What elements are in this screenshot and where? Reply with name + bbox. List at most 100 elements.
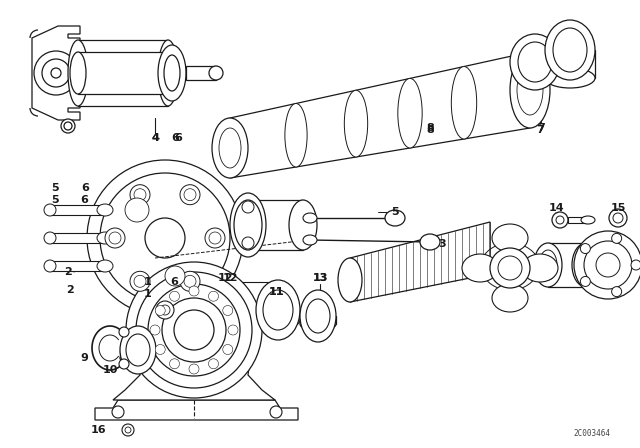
- Circle shape: [122, 424, 134, 436]
- Text: 12: 12: [222, 273, 237, 283]
- Circle shape: [170, 359, 179, 369]
- Ellipse shape: [303, 235, 317, 245]
- Circle shape: [64, 122, 72, 130]
- Text: 14: 14: [548, 203, 564, 213]
- Ellipse shape: [581, 216, 595, 224]
- Ellipse shape: [451, 66, 477, 139]
- Ellipse shape: [70, 52, 86, 94]
- Circle shape: [119, 327, 129, 337]
- Ellipse shape: [572, 243, 600, 287]
- Circle shape: [580, 244, 590, 254]
- Circle shape: [44, 260, 56, 272]
- Circle shape: [170, 291, 179, 301]
- Circle shape: [162, 298, 226, 362]
- Ellipse shape: [534, 243, 562, 287]
- Ellipse shape: [164, 55, 180, 91]
- Ellipse shape: [545, 20, 595, 80]
- Bar: [186, 66, 216, 80]
- Circle shape: [189, 286, 199, 296]
- Text: 6: 6: [170, 277, 178, 287]
- Text: 6: 6: [171, 133, 179, 143]
- Ellipse shape: [398, 78, 422, 148]
- Text: 10: 10: [102, 365, 118, 375]
- Text: 11: 11: [268, 287, 284, 297]
- Ellipse shape: [300, 290, 336, 342]
- Circle shape: [574, 231, 640, 299]
- Polygon shape: [95, 400, 298, 420]
- Circle shape: [209, 359, 218, 369]
- Circle shape: [145, 218, 185, 258]
- Text: 5: 5: [391, 207, 399, 217]
- Text: 1: 1: [144, 289, 152, 299]
- Circle shape: [552, 212, 568, 228]
- Polygon shape: [230, 52, 530, 178]
- Ellipse shape: [492, 224, 528, 252]
- Circle shape: [150, 325, 160, 335]
- Ellipse shape: [68, 40, 88, 106]
- Circle shape: [580, 276, 590, 286]
- Ellipse shape: [303, 213, 317, 223]
- Polygon shape: [113, 360, 275, 400]
- Circle shape: [184, 189, 196, 201]
- Text: 1: 1: [144, 277, 152, 287]
- Circle shape: [180, 271, 200, 291]
- Text: 2: 2: [64, 267, 72, 277]
- Circle shape: [174, 310, 214, 350]
- Ellipse shape: [212, 118, 248, 178]
- Circle shape: [556, 216, 564, 224]
- Bar: [548, 243, 586, 287]
- Ellipse shape: [462, 254, 498, 282]
- Ellipse shape: [338, 258, 362, 302]
- Circle shape: [100, 173, 230, 303]
- Circle shape: [180, 185, 200, 205]
- Circle shape: [51, 68, 61, 78]
- Circle shape: [34, 51, 78, 95]
- Circle shape: [596, 253, 620, 277]
- Ellipse shape: [120, 351, 156, 365]
- Text: 2: 2: [66, 285, 74, 295]
- Circle shape: [130, 271, 150, 291]
- Circle shape: [160, 305, 170, 315]
- Circle shape: [270, 406, 282, 418]
- Text: 15: 15: [611, 203, 626, 213]
- Circle shape: [44, 232, 56, 244]
- Circle shape: [223, 306, 233, 315]
- Ellipse shape: [285, 103, 307, 167]
- Ellipse shape: [97, 232, 113, 244]
- Circle shape: [228, 325, 238, 335]
- Ellipse shape: [126, 334, 150, 366]
- Ellipse shape: [158, 40, 178, 106]
- Circle shape: [156, 301, 174, 319]
- Circle shape: [156, 345, 165, 354]
- Bar: [78, 52, 168, 94]
- Text: 3: 3: [438, 239, 446, 249]
- Circle shape: [612, 287, 621, 297]
- Ellipse shape: [344, 90, 367, 157]
- Ellipse shape: [256, 280, 300, 340]
- Circle shape: [490, 248, 530, 288]
- Circle shape: [242, 237, 254, 249]
- Bar: [248, 200, 303, 250]
- Circle shape: [613, 213, 623, 223]
- Text: 4: 4: [151, 133, 159, 143]
- Bar: [50, 261, 105, 271]
- Text: 7: 7: [537, 123, 545, 133]
- Circle shape: [584, 241, 632, 289]
- Circle shape: [125, 427, 131, 433]
- Text: 12: 12: [217, 273, 233, 283]
- Circle shape: [148, 284, 240, 376]
- Ellipse shape: [517, 65, 543, 115]
- Ellipse shape: [256, 311, 300, 329]
- Circle shape: [223, 345, 233, 354]
- Circle shape: [165, 266, 185, 286]
- Ellipse shape: [209, 66, 223, 80]
- Bar: [50, 205, 105, 215]
- Polygon shape: [32, 26, 80, 120]
- Circle shape: [612, 233, 621, 243]
- Circle shape: [112, 406, 124, 418]
- Text: 8: 8: [426, 125, 434, 135]
- Text: 8: 8: [426, 123, 434, 133]
- Circle shape: [498, 256, 522, 280]
- Circle shape: [109, 232, 121, 244]
- Text: 13: 13: [312, 273, 328, 283]
